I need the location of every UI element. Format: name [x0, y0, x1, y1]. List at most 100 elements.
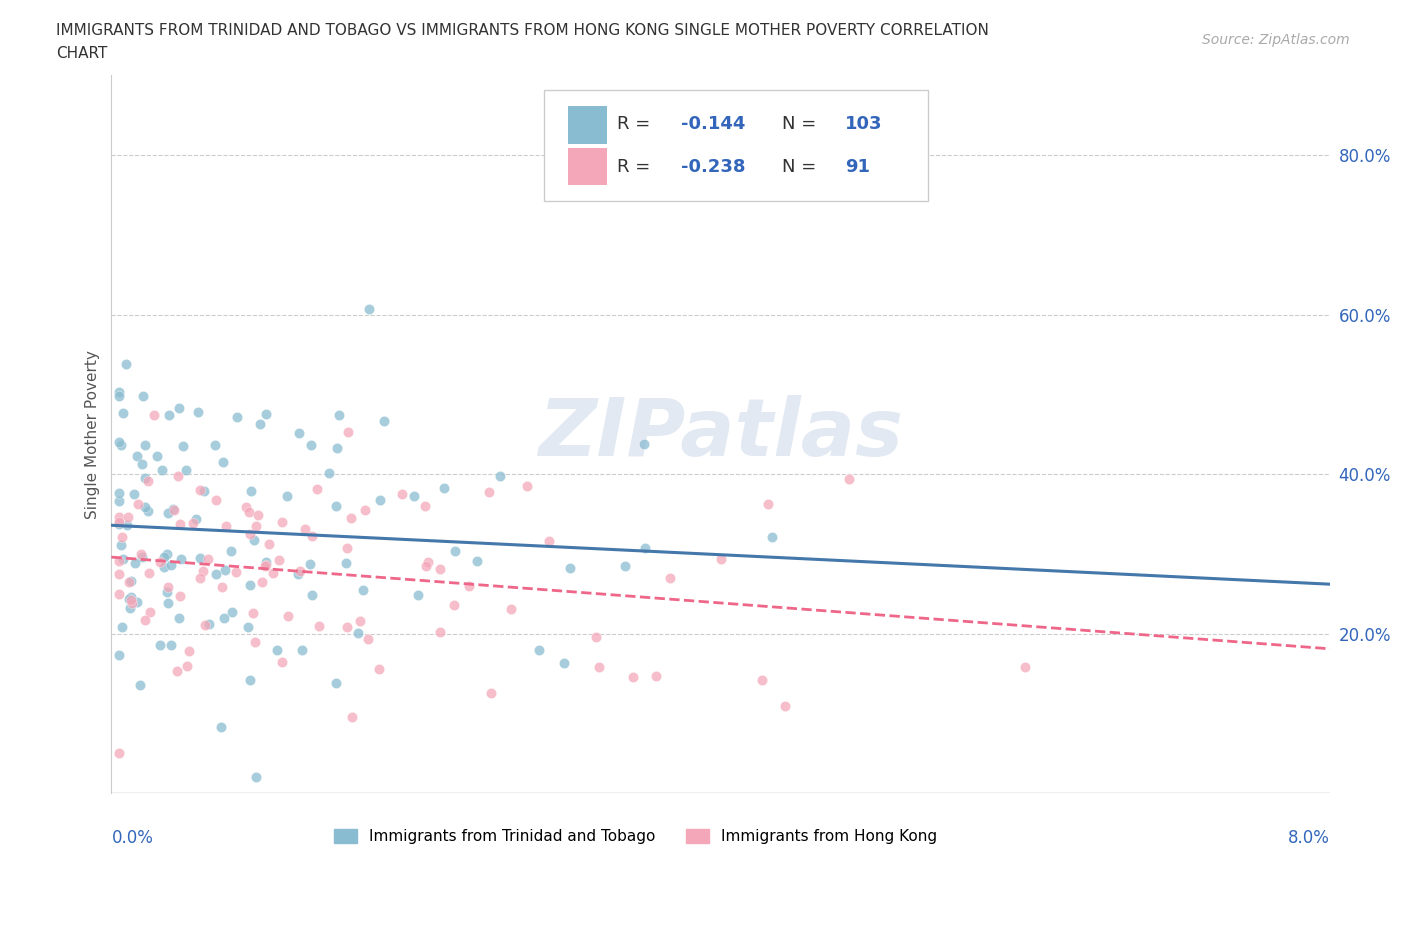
Point	[138, 565, 160, 580]
Text: 8.0%: 8.0%	[1288, 829, 1330, 847]
Point	[299, 437, 322, 452]
Point	[266, 642, 288, 657]
Point	[167, 401, 190, 416]
Point	[326, 441, 349, 456]
Point	[318, 466, 340, 481]
Point	[710, 552, 733, 567]
Point	[124, 486, 146, 501]
Point	[357, 631, 380, 646]
Point	[347, 625, 370, 640]
Point	[294, 522, 316, 537]
Point	[191, 564, 214, 578]
Point	[225, 565, 247, 579]
Point	[108, 385, 131, 400]
Point	[357, 302, 380, 317]
Point	[176, 658, 198, 673]
Point	[110, 437, 132, 452]
Point	[188, 483, 211, 498]
Point	[245, 518, 267, 533]
Point	[110, 538, 132, 552]
Point	[325, 675, 347, 690]
Point	[270, 655, 292, 670]
Point	[177, 644, 200, 658]
Point	[404, 488, 426, 503]
Point	[219, 544, 242, 559]
Point	[238, 505, 260, 520]
Point	[257, 537, 280, 551]
Point	[197, 551, 219, 566]
Point	[134, 499, 156, 514]
Point	[349, 613, 371, 628]
Point	[659, 570, 682, 585]
Point	[108, 389, 131, 404]
Point	[136, 474, 159, 489]
Point	[391, 486, 413, 501]
Point	[153, 560, 176, 575]
Point	[751, 672, 773, 687]
Text: R =: R =	[617, 157, 657, 176]
Point	[111, 619, 134, 634]
Point	[157, 579, 180, 594]
Point	[276, 489, 298, 504]
Point	[246, 508, 269, 523]
Point	[131, 389, 153, 404]
Point	[167, 469, 190, 484]
Point	[139, 604, 162, 619]
Point	[458, 578, 481, 593]
Point	[157, 596, 180, 611]
Point	[367, 662, 389, 677]
Point	[212, 455, 235, 470]
Point	[156, 547, 179, 562]
Point	[291, 643, 314, 658]
Point	[250, 574, 273, 589]
Point	[108, 746, 131, 761]
Point	[240, 484, 263, 498]
Point	[108, 514, 131, 529]
Point	[254, 559, 277, 574]
Legend: Immigrants from Trinidad and Tobago, Immigrants from Hong Kong: Immigrants from Trinidad and Tobago, Imm…	[328, 823, 943, 850]
Point	[242, 605, 264, 620]
Point	[239, 578, 262, 592]
Point	[153, 550, 176, 565]
Point	[239, 672, 262, 687]
Point	[188, 551, 211, 565]
Point	[115, 518, 138, 533]
Point	[271, 515, 294, 530]
Point	[249, 417, 271, 432]
Text: 103: 103	[845, 115, 883, 133]
Point	[308, 618, 330, 633]
Point	[129, 547, 152, 562]
Point	[124, 556, 146, 571]
Point	[537, 534, 560, 549]
Text: 0.0%: 0.0%	[111, 829, 153, 847]
Point	[170, 551, 193, 566]
Point	[429, 624, 451, 639]
Point	[645, 669, 668, 684]
Point	[108, 647, 131, 662]
Point	[166, 663, 188, 678]
Point	[465, 554, 488, 569]
Point	[128, 678, 150, 693]
Point	[212, 610, 235, 625]
Point	[373, 414, 395, 429]
Point	[262, 565, 284, 580]
Point	[290, 564, 312, 578]
Point	[236, 619, 259, 634]
Point	[157, 408, 180, 423]
Point	[239, 526, 262, 541]
Point	[150, 463, 173, 478]
Point	[756, 497, 779, 512]
Point	[288, 426, 311, 441]
Point	[134, 612, 156, 627]
Point	[301, 528, 323, 543]
Point	[553, 656, 575, 671]
Point	[838, 472, 860, 486]
Point	[634, 540, 657, 555]
Point	[114, 356, 136, 371]
Point	[479, 685, 502, 700]
Point	[172, 438, 194, 453]
Point	[488, 468, 510, 483]
Point	[127, 594, 149, 609]
Point	[418, 555, 440, 570]
Point	[254, 557, 277, 572]
